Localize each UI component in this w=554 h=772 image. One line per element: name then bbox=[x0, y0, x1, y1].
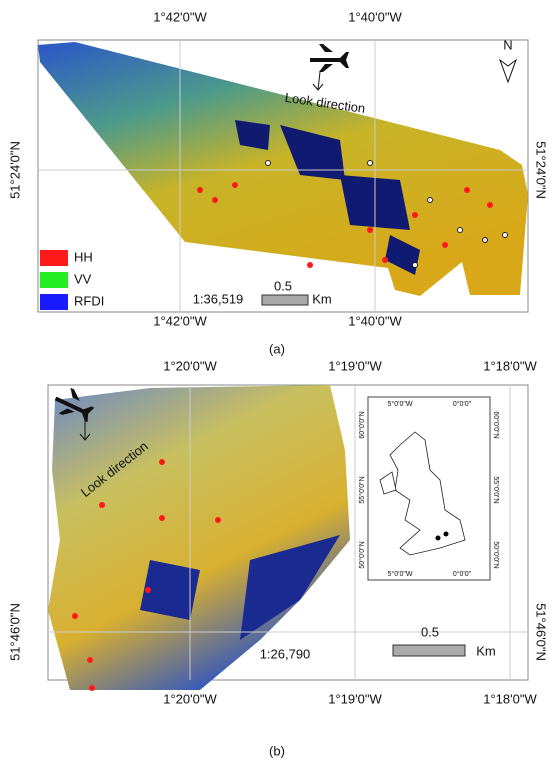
legend-swatch bbox=[40, 294, 68, 310]
longitude-label: 1°19'0"W bbox=[328, 691, 382, 706]
north-label: N bbox=[503, 37, 512, 52]
scale-length: 0.5 bbox=[421, 624, 439, 639]
legend-label: VV bbox=[74, 271, 92, 286]
scale-unit: Km bbox=[312, 291, 332, 306]
longitude-label: 1°20'0"W bbox=[163, 358, 217, 373]
inset-latitude: 60°0'0"N bbox=[358, 411, 366, 438]
longitude-label: 1°18'0"W bbox=[483, 358, 537, 373]
scale-bar bbox=[392, 644, 466, 657]
inset-longitude: 0°0'0" bbox=[453, 400, 472, 408]
scale-ratio: 1:36,519 bbox=[193, 291, 244, 306]
longitude-label: 1°20'0"W bbox=[163, 691, 217, 706]
legend-label: RFDI bbox=[74, 293, 104, 308]
legend-swatch bbox=[40, 272, 68, 288]
legend-label: HH bbox=[74, 249, 93, 264]
scale-unit: Km bbox=[476, 643, 496, 658]
latitude-label: 51°24'0"N bbox=[534, 141, 549, 199]
look-arrow bbox=[79, 420, 91, 441]
latitude-label: 51°46'0"N bbox=[7, 603, 22, 661]
sample-points bbox=[72, 459, 221, 691]
sar-image bbox=[38, 42, 528, 296]
panel-label: (b) bbox=[269, 743, 285, 758]
longitude-label: 1°18'0"W bbox=[483, 691, 537, 706]
dark-areas bbox=[235, 120, 420, 275]
inset-latitude: 50°0'0"N bbox=[358, 541, 366, 568]
site-marker bbox=[443, 531, 449, 537]
white-points bbox=[265, 160, 508, 268]
longitude-label: 1°42'0"W bbox=[153, 313, 207, 328]
north-arrow bbox=[498, 58, 518, 84]
legend-swatch bbox=[40, 250, 68, 266]
panel-label: (a) bbox=[269, 341, 285, 356]
inset-longitude: 5°0'0"W bbox=[388, 570, 413, 578]
longitude-label: 1°40'0"W bbox=[348, 9, 402, 24]
site-marker bbox=[435, 535, 441, 541]
scale-bar bbox=[261, 294, 309, 306]
plane-icon bbox=[54, 387, 95, 423]
scale-ratio: 1:26,790 bbox=[260, 646, 311, 661]
latitude-label: 51°46'0"N bbox=[534, 603, 549, 661]
sample-points bbox=[197, 182, 493, 268]
plane-icon bbox=[310, 44, 349, 72]
ireland-outline bbox=[379, 471, 397, 495]
scale-length: 0.5 bbox=[274, 278, 292, 293]
inset-longitude: 0°0'0" bbox=[453, 570, 472, 578]
look-arrow bbox=[312, 71, 324, 91]
inset-longitude: 5°0'0"W bbox=[388, 400, 413, 408]
inset-latitude: 60°0'0"N bbox=[492, 411, 500, 438]
longitude-label: 1°19'0"W bbox=[328, 358, 382, 373]
inset-latitude: 55°0'0"N bbox=[358, 476, 366, 503]
inset-map: 5°0'0"W 5°0'0"W 0°0'0" 0°0'0" 60°0'0"N 60°0'0… bbox=[358, 396, 500, 581]
latitude-label: 51°24'0"N bbox=[7, 141, 22, 199]
inset-latitude: 50°0'0"N bbox=[492, 541, 500, 568]
dark-areas bbox=[140, 535, 340, 640]
inset-latitude: 55°0'0"N bbox=[492, 476, 500, 503]
longitude-label: 1°42'0"W bbox=[153, 9, 207, 24]
longitude-label: 1°40'0"W bbox=[348, 313, 402, 328]
